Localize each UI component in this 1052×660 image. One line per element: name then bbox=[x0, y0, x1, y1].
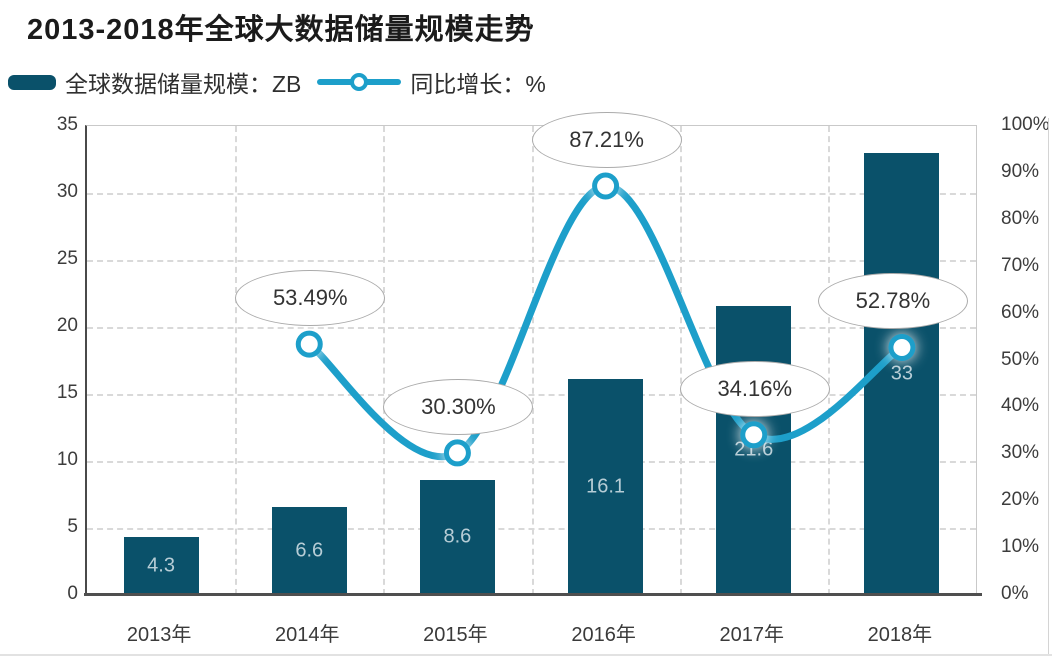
right-axis-tick-label: 100% bbox=[1001, 114, 1050, 135]
right-axis-tick-label: 50% bbox=[1001, 348, 1040, 370]
callout-bubble: 52.78% bbox=[817, 273, 968, 330]
gridline bbox=[235, 126, 238, 595]
bar-value-label: 4.3 bbox=[147, 554, 175, 577]
bar-series-swatch bbox=[8, 74, 56, 90]
line-marker-icon bbox=[592, 172, 620, 200]
right-axis-tick-label: 30% bbox=[1001, 442, 1040, 464]
right-axis-tick-label: 80% bbox=[1001, 207, 1040, 229]
line-marker-icon bbox=[443, 439, 471, 467]
line-series-label: 同比增长：% bbox=[410, 71, 546, 97]
bar-value-label: 21.6 bbox=[734, 438, 774, 461]
bar bbox=[271, 506, 347, 595]
left-axis-tick-label: 0 bbox=[67, 583, 78, 604]
right-axis-tick-label: 40% bbox=[1001, 395, 1040, 417]
x-axis-tick-label: 2016年 bbox=[571, 624, 636, 646]
image-bottom-border bbox=[0, 654, 1052, 656]
callout-bubble: 30.30% bbox=[383, 378, 534, 435]
line-series-swatch bbox=[317, 73, 402, 91]
left-axis-tick-label: 5 bbox=[67, 516, 78, 537]
chart-title: 2013-2018年全球大数据储量规模走势 bbox=[27, 14, 535, 46]
line-marker-icon bbox=[740, 421, 768, 449]
right-axis-tick-label: 60% bbox=[1001, 301, 1040, 323]
left-axis-tick-label: 20 bbox=[56, 315, 78, 336]
image-right-border bbox=[1048, 118, 1049, 656]
gridline bbox=[679, 126, 682, 595]
bar-value-label: 16.1 bbox=[586, 475, 626, 498]
bar-series-label: 全球数据储量规模：ZB bbox=[65, 71, 302, 97]
x-axis-tick-label: 2014年 bbox=[275, 624, 340, 646]
line-marker-icon bbox=[295, 330, 323, 358]
trend-line-layer bbox=[295, 172, 916, 467]
left-axis-tick-label: 10 bbox=[56, 449, 78, 470]
right-axis-tick-label: 90% bbox=[1001, 160, 1040, 182]
callout-bubble: 53.49% bbox=[235, 270, 386, 327]
gridline bbox=[531, 126, 534, 595]
bar bbox=[716, 305, 792, 595]
callout-bubble: 34.16% bbox=[679, 360, 830, 417]
bar-value-label: 6.6 bbox=[295, 539, 324, 562]
x-axis-tick-label: 2015年 bbox=[423, 624, 488, 646]
left-axis-tick-label: 35 bbox=[56, 114, 78, 135]
x-axis-tick-label: 2013年 bbox=[126, 624, 192, 646]
line-marker-icon bbox=[888, 333, 916, 361]
plot-area: 4.3 6.6 8.6 16.1 21.6 33 53.49% 30.30% 87.21% 34.… bbox=[85, 112, 977, 595]
bar bbox=[123, 537, 199, 595]
legend: 全球数据储量规模：ZB 同比增长：% bbox=[8, 66, 546, 98]
right-axis-tick-label: 0% bbox=[1001, 583, 1029, 604]
bar-value-label: 8.6 bbox=[443, 525, 472, 548]
left-axis-tick-label: 25 bbox=[56, 248, 78, 269]
x-axis-tick-label: 2017年 bbox=[719, 624, 785, 646]
right-axis-tick-label: 70% bbox=[1001, 254, 1040, 276]
x-axis-line bbox=[84, 593, 982, 596]
x-axis-tick-label: 2018年 bbox=[867, 624, 933, 646]
gridline bbox=[383, 126, 386, 595]
bar-value-label: 33 bbox=[890, 362, 914, 385]
line-swatch-marker-icon bbox=[350, 73, 369, 91]
bar bbox=[568, 379, 644, 595]
callout-bubble: 87.21% bbox=[531, 112, 682, 168]
left-axis-tick-label: 30 bbox=[56, 181, 78, 202]
right-axis-tick-label: 10% bbox=[1001, 536, 1040, 558]
right-axis-tick-label: 20% bbox=[1001, 489, 1040, 511]
gridline bbox=[827, 126, 830, 595]
left-axis-tick-label: 15 bbox=[56, 382, 78, 403]
bar bbox=[419, 479, 495, 595]
